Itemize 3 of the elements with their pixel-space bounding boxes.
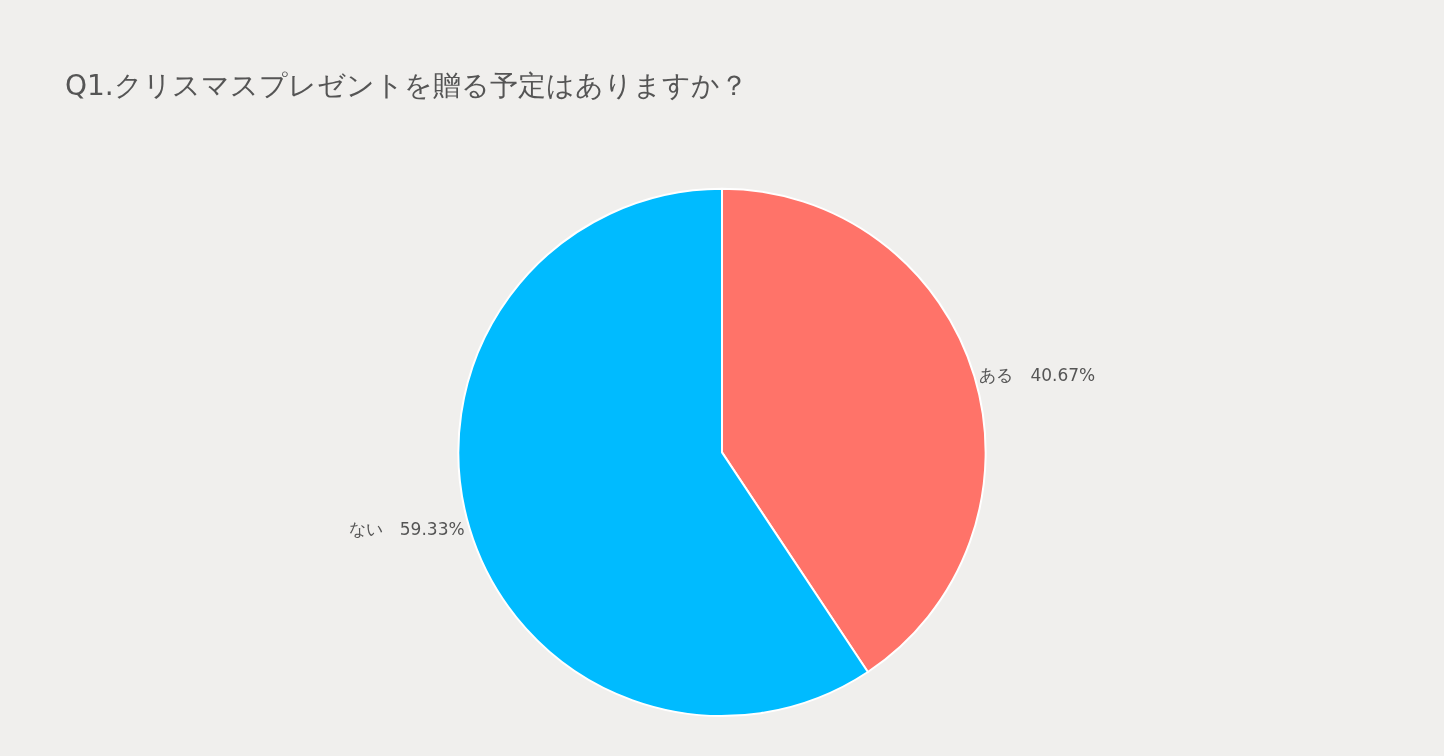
slice-label: ない 59.33% (348, 519, 465, 540)
slice-label: ある 40.67% (979, 365, 1096, 386)
chart-title: Q1.クリスマスプレゼントを贈る予定はありますか？ (64, 69, 748, 103)
